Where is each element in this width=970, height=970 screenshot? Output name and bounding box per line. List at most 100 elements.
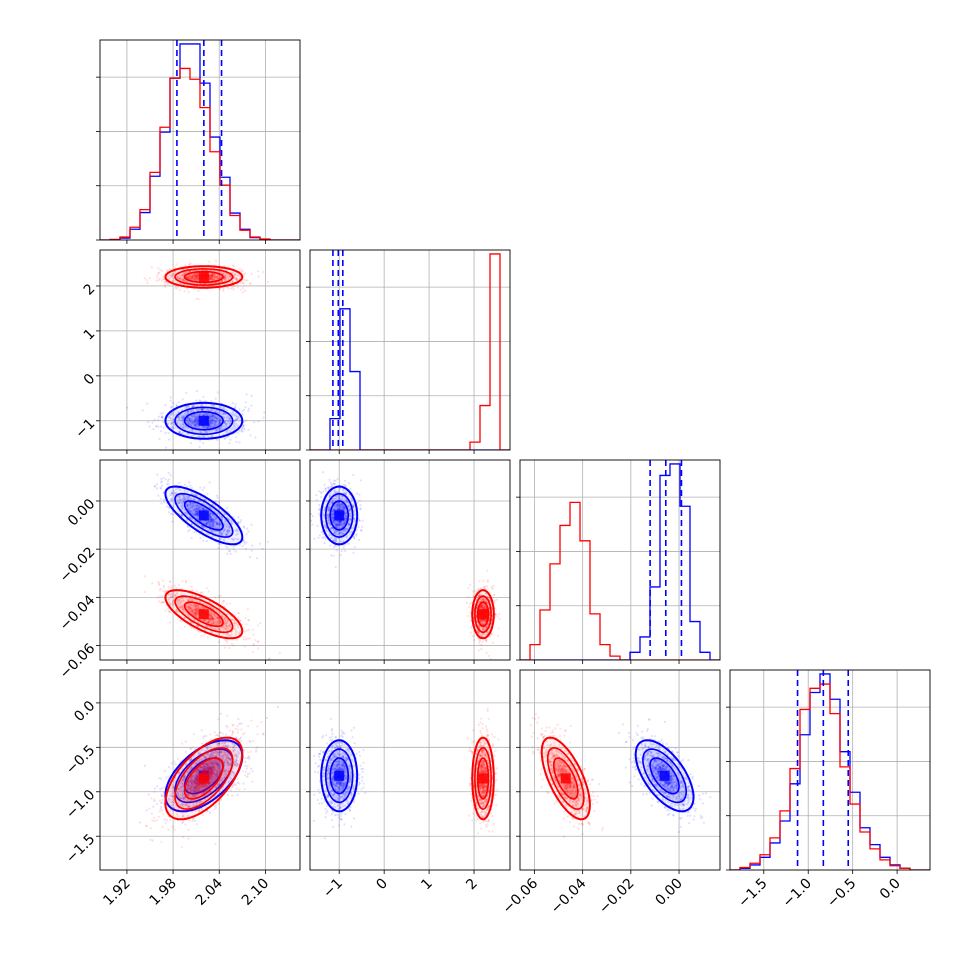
scatter-point	[206, 620, 210, 623]
scatter-point	[225, 602, 229, 605]
scatter-point	[224, 532, 227, 535]
scatter-point	[252, 642, 255, 646]
scatter-point	[195, 417, 198, 420]
scatter-point	[186, 599, 190, 602]
scatter-point	[185, 498, 188, 501]
scatter-point	[212, 518, 215, 521]
scatter-point	[200, 634, 203, 637]
scatter-point	[349, 487, 352, 490]
scatter-point	[331, 512, 334, 515]
scatter-point	[210, 277, 213, 280]
scatter-point	[194, 278, 197, 282]
scatter-point	[235, 414, 238, 417]
scatter-point	[198, 507, 201, 510]
scatter-point	[233, 425, 236, 428]
scatter-point	[182, 279, 185, 282]
scatter-point	[196, 413, 199, 416]
scatter-point	[219, 428, 223, 431]
scatter-point	[252, 650, 255, 654]
scatter-point	[227, 633, 230, 636]
scatter-point	[186, 525, 190, 529]
scatter-point	[206, 523, 209, 526]
scatter-point	[201, 591, 204, 594]
scatter-point	[166, 281, 169, 285]
scatter-point	[171, 594, 174, 597]
scatter-point	[197, 500, 200, 503]
scatter-point	[193, 274, 196, 278]
scatter-point	[190, 415, 194, 418]
scatter-point	[226, 627, 230, 630]
scatter-point	[195, 389, 198, 393]
scatter-point	[332, 538, 335, 542]
scatter-point	[195, 614, 198, 617]
scatter-point	[218, 617, 221, 621]
scatter-point	[234, 415, 237, 418]
scatter-point	[190, 410, 193, 414]
scatter-point	[191, 418, 194, 421]
scatter-point	[182, 603, 185, 606]
scatter-point	[266, 280, 269, 283]
scatter-point	[192, 277, 196, 280]
scatter-point	[252, 644, 256, 647]
scatter-point	[178, 418, 181, 421]
scatter-point	[345, 515, 348, 518]
scatter-point	[171, 595, 174, 598]
scatter-point	[193, 274, 196, 278]
scatter-point	[204, 425, 207, 428]
scatter-point	[170, 406, 173, 409]
scatter-point	[210, 435, 213, 438]
scatter-point	[213, 422, 216, 425]
scatter-point	[226, 431, 229, 434]
scatter-point	[235, 528, 239, 531]
scatter-point	[204, 508, 207, 511]
scatter-point	[225, 422, 228, 425]
scatter-point	[185, 391, 188, 394]
scatter-point	[210, 275, 214, 278]
scatter-point	[181, 502, 184, 505]
scatter-point	[179, 619, 182, 622]
scatter-point	[223, 623, 226, 626]
scatter-point	[222, 632, 225, 635]
scatter-point	[212, 617, 215, 620]
scatter-point	[224, 412, 227, 416]
scatter-point	[206, 492, 209, 496]
scatter-point	[210, 278, 213, 281]
scatter-point	[356, 501, 359, 505]
scatter-point	[187, 507, 191, 510]
scatter-point	[155, 279, 158, 282]
scatter-point	[241, 430, 244, 433]
scatter-point	[242, 525, 245, 528]
scatter-point	[224, 430, 228, 434]
scatter-point	[235, 422, 238, 426]
panel-frame	[99, 459, 301, 661]
scatter-point	[166, 480, 169, 483]
scatter-point	[320, 491, 323, 494]
scatter-point	[168, 478, 171, 481]
scatter-point	[146, 402, 149, 405]
scatter-point	[208, 512, 212, 516]
scatter-point	[211, 517, 215, 520]
scatter-point	[218, 628, 221, 631]
scatter-point	[175, 609, 178, 612]
scatter-point	[229, 417, 232, 420]
scatter-point	[318, 490, 321, 493]
scatter-point	[186, 490, 189, 493]
scatter-point	[202, 395, 205, 398]
scatter-point	[196, 600, 199, 603]
scatter-point	[160, 484, 164, 487]
scatter-point	[172, 602, 175, 606]
scatter-point	[190, 506, 193, 509]
scatter-point	[219, 530, 222, 533]
scatter-point	[185, 512, 188, 515]
scatter-point	[164, 591, 167, 594]
scatter-point	[201, 506, 204, 509]
scatter-point	[192, 405, 195, 408]
scatter-point	[216, 417, 219, 420]
scatter-point	[176, 501, 179, 504]
scatter-point	[211, 409, 214, 412]
scatter-point	[335, 525, 339, 528]
scatter-point	[175, 600, 178, 604]
scatter-point	[181, 494, 184, 497]
scatter-point	[231, 286, 234, 289]
scatter-point	[192, 610, 195, 613]
